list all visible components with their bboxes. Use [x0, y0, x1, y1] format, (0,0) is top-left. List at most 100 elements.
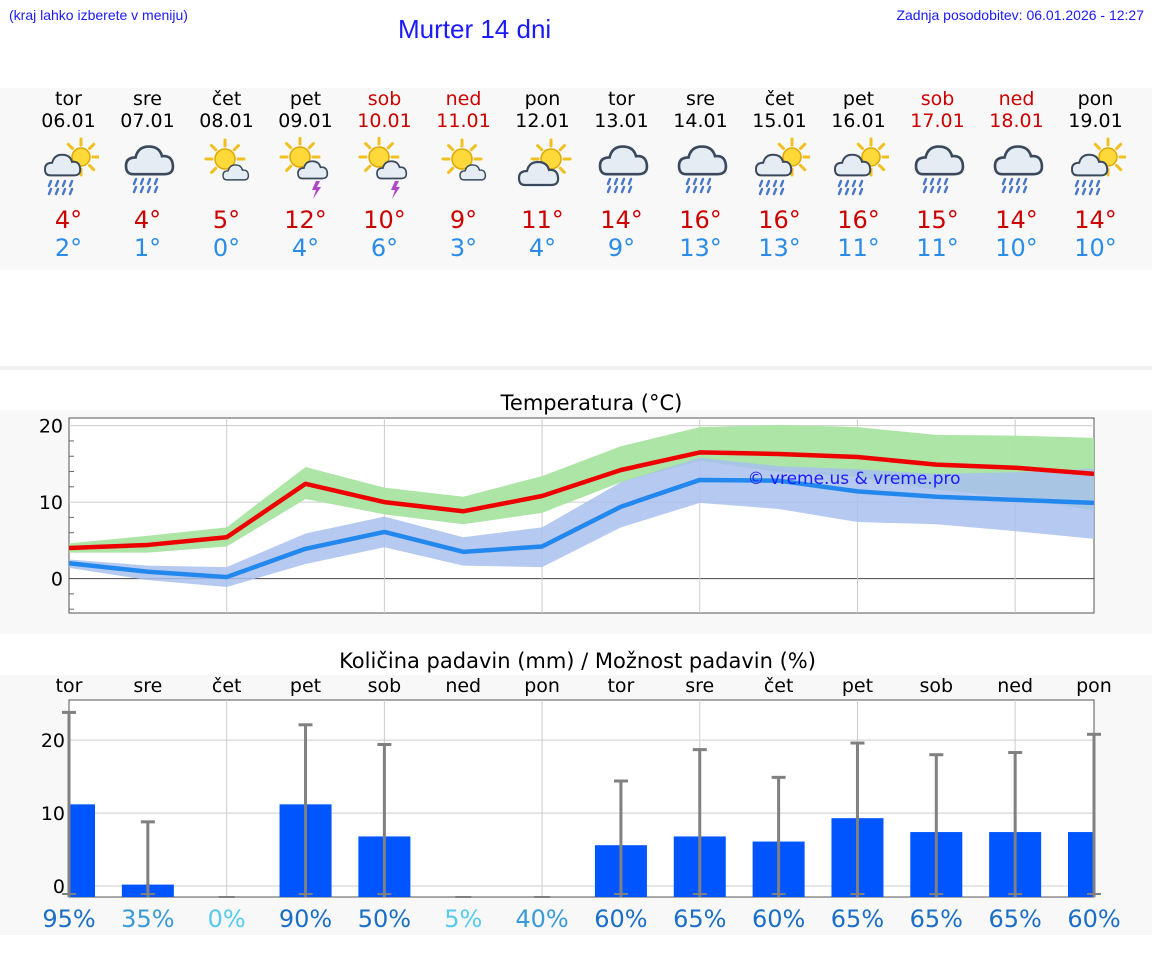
day-name: čet [211, 88, 242, 110]
x-category-label: sob [920, 675, 954, 697]
day-column: ned 11.01 9° 3° [424, 88, 503, 262]
precipitation-probability: 65% [673, 905, 726, 933]
cloud-rain-icon [582, 132, 661, 206]
sun-cloud-icon [503, 132, 582, 206]
cloud-rain-icon [898, 132, 977, 206]
max-temperature: 11° [521, 206, 564, 234]
day-column: ned 18.01 14° 10° [977, 88, 1056, 262]
day-date: 12.01 [515, 110, 570, 132]
day-name: tor [608, 88, 635, 110]
day-name: sob [367, 88, 402, 110]
sun-cloud-rain-icon [29, 132, 108, 206]
y-tick-label: 10 [41, 803, 65, 825]
day-date: 18.01 [989, 110, 1044, 132]
precipitation-probability: 65% [910, 905, 963, 933]
min-temperature: 10° [995, 234, 1038, 262]
day-date: 14.01 [673, 110, 728, 132]
x-category-label: pon [1076, 675, 1112, 697]
x-category-label: sob [368, 675, 402, 697]
day-column: pet 09.01 12° 4° [266, 88, 345, 262]
y-tick-label: 10 [39, 492, 63, 514]
precipitation-probability: 50% [358, 905, 411, 933]
day-name: pet [289, 88, 322, 110]
chart-watermark: © vreme.us & vreme.pro [747, 469, 960, 489]
day-column: čet 08.01 5° 0° [187, 88, 266, 262]
precipitation-probability: 65% [831, 905, 884, 933]
day-name: pon [1077, 88, 1114, 110]
y-tick-label: 0 [51, 569, 63, 591]
day-date: 15.01 [752, 110, 807, 132]
max-temperature: 5° [212, 206, 241, 234]
day-column: pon 12.01 11° 4° [503, 88, 582, 262]
sun-cloud-rain-icon [740, 132, 819, 206]
max-temperature: 14° [995, 206, 1038, 234]
precipitation-probability: 95% [42, 905, 95, 933]
precipitation-probability: 35% [121, 905, 174, 933]
cloud-rain-icon [977, 132, 1056, 206]
day-date: 16.01 [831, 110, 886, 132]
min-temperature: 11° [916, 234, 959, 262]
day-column: tor 06.01 4° 2° [29, 88, 108, 262]
x-category-label: sre [685, 675, 714, 697]
day-date: 09.01 [278, 110, 333, 132]
page-title: Murter 14 dni [398, 14, 552, 44]
day-column: tor 13.01 14° 9° [582, 88, 661, 262]
min-temperature: 11° [837, 234, 880, 262]
x-category-label: pet [842, 675, 873, 697]
x-category-label: ned [997, 675, 1033, 697]
last-updated: Zadnja posodobitev: 06.01.2026 - 12:27 [896, 7, 1144, 23]
precipitation-bar [69, 804, 95, 897]
min-temperature: 9° [607, 234, 636, 262]
day-date: 10.01 [357, 110, 412, 132]
day-date: 11.01 [436, 110, 491, 132]
sun-storm-icon [266, 132, 345, 206]
x-category-label: ned [445, 675, 481, 697]
precipitation-probability: 0% [208, 905, 246, 933]
day-name: čet [764, 88, 795, 110]
day-date: 17.01 [910, 110, 965, 132]
min-temperature: 10° [1074, 234, 1117, 262]
day-column: čet 15.01 16° 13° [740, 88, 819, 262]
forecast-strip-background [0, 88, 1152, 270]
precipitation-probability: 90% [279, 905, 332, 933]
min-temperature: 13° [758, 234, 801, 262]
location-hint: (kraj lahko izberete v meniju) [9, 7, 188, 23]
max-temperature: 12° [284, 206, 327, 234]
day-column: sre 14.01 16° 13° [661, 88, 740, 262]
day-column: pet 16.01 16° 11° [819, 88, 898, 262]
precipitation-probability: 60% [594, 905, 647, 933]
sun-small-cloud-icon [424, 132, 503, 206]
day-name: tor [55, 88, 82, 110]
sun-cloud-rain-icon [819, 132, 898, 206]
day-column: sob 17.01 15° 11° [898, 88, 977, 262]
max-temperature: 15° [916, 206, 959, 234]
min-temperature: 4° [291, 234, 320, 262]
precipitation-bar [1068, 832, 1094, 897]
divider-band [0, 366, 1152, 370]
x-category-label: tor [607, 675, 634, 697]
max-temperature: 4° [133, 206, 162, 234]
max-temperature: 9° [449, 206, 478, 234]
day-name: sob [920, 88, 955, 110]
min-temperature: 2° [54, 234, 83, 262]
x-category-label: čet [212, 675, 242, 697]
precipitation-chart-title: Količina padavin (mm) / Možnost padavin … [339, 649, 816, 673]
precipitation-probability: 40% [515, 905, 568, 933]
day-name: pon [524, 88, 561, 110]
max-temperature: 16° [837, 206, 880, 234]
min-temperature: 3° [449, 234, 478, 262]
max-temperature: 14° [1074, 206, 1117, 234]
day-name: sre [686, 88, 715, 110]
day-name: sre [133, 88, 162, 110]
x-category-label: pet [290, 675, 321, 697]
min-temperature: 0° [212, 234, 241, 262]
cloud-rain-icon [661, 132, 740, 206]
day-date: 19.01 [1068, 110, 1123, 132]
max-temperature: 4° [54, 206, 83, 234]
day-name: ned [998, 88, 1035, 110]
precipitation-probability: 5% [444, 905, 482, 933]
sun-cloud-rain-icon [1056, 132, 1135, 206]
precipitation-probability: 60% [1067, 905, 1120, 933]
max-temperature: 16° [758, 206, 801, 234]
min-temperature: 4° [528, 234, 557, 262]
